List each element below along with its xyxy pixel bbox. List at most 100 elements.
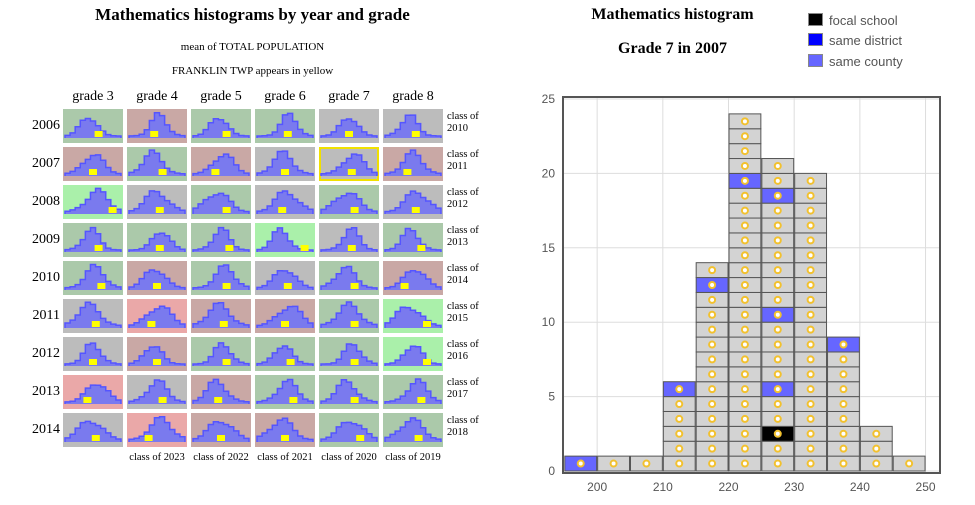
focal-school-marker [347,169,356,175]
mini-histogram[interactable] [319,337,379,371]
focal-school-marker [222,359,231,365]
mini-histogram[interactable] [63,261,123,295]
mini-histogram[interactable] [319,185,379,219]
mini-histogram[interactable] [255,413,315,447]
mini-histogram[interactable] [383,261,443,295]
mini-histogram-bars [192,301,250,328]
mini-histogram[interactable] [63,185,123,219]
mini-histogram[interactable] [63,147,123,181]
mini-histogram[interactable] [383,375,443,409]
mini-histogram[interactable] [191,413,251,447]
school-dot [740,161,749,170]
focal-school-marker [286,359,295,365]
mini-histogram-bars [128,415,186,442]
focal-school-marker [97,283,106,289]
mini-histogram[interactable] [63,375,123,409]
mini-histogram[interactable] [319,413,379,447]
mini-histogram[interactable] [255,375,315,409]
mini-histogram-bars [256,150,314,176]
mini-histogram[interactable] [255,185,315,219]
mini-histogram[interactable] [127,109,187,143]
mini-histogram-bars [64,117,122,138]
school-dot [839,444,848,453]
mini-histogram[interactable] [127,375,187,409]
mini-histogram[interactable] [319,299,379,333]
focal-school-marker [217,435,225,441]
focal-school-marker [411,131,420,137]
mini-histogram[interactable] [255,109,315,143]
mini-histogram[interactable] [191,185,251,219]
mini-histogram[interactable] [127,299,187,333]
focal-school-marker [278,207,287,213]
mini-histogram[interactable] [191,299,251,333]
mini-histogram[interactable] [383,185,443,219]
mini-histogram[interactable] [319,223,379,257]
left-title: Mathematics histograms by year and grade [95,5,410,24]
mini-histogram-bars [256,305,314,328]
mini-histogram[interactable] [127,147,187,181]
school-dot [740,400,749,409]
mini-histogram[interactable] [319,375,379,409]
mini-histogram-bars [64,384,122,404]
mini-histogram[interactable] [191,375,251,409]
focal-school-marker [155,245,164,251]
mini-histogram[interactable] [127,337,187,371]
mini-histogram[interactable] [127,261,187,295]
school-dot [839,370,848,379]
mini-histogram[interactable] [127,413,187,447]
mini-histogram[interactable] [191,147,251,181]
mini-histogram[interactable] [383,337,443,371]
mini-histogram[interactable] [63,109,123,143]
year-label: 2008 [32,194,60,209]
mini-histogram[interactable] [127,223,187,257]
mini-histogram-bars [256,378,314,404]
focal-school-marker [94,131,103,137]
focal-school-marker [155,207,164,213]
school-dot [839,400,848,409]
school-dot [576,459,585,468]
school-dot [773,325,782,334]
school-dot [708,310,717,319]
school-dot [773,310,782,319]
mini-histogram[interactable] [383,223,443,257]
school-dot [806,206,815,215]
mini-histogram[interactable] [255,337,315,371]
mini-histogram-bars [256,269,314,290]
mini-histogram-bars [64,263,122,290]
mini-histogram-bars [320,227,378,252]
mini-histogram[interactable] [191,109,251,143]
mini-histogram[interactable] [319,109,379,143]
focal-school-marker [283,131,292,137]
school-dot [740,176,749,185]
mini-histogram[interactable] [127,185,187,219]
mini-histogram[interactable] [63,337,123,371]
mini-histogram[interactable] [255,147,315,181]
focal-school-marker [225,245,234,251]
focal-school-marker [89,169,97,175]
left-subtitle-mean: mean of TOTAL POPULATION [180,41,325,53]
plot-frame [562,96,941,474]
year-label: 2010 [32,270,60,285]
mini-histogram[interactable] [191,223,251,257]
mini-histogram[interactable] [319,261,379,295]
mini-histogram[interactable] [383,109,443,143]
mini-histogram[interactable] [255,299,315,333]
mini-histogram-bars [320,153,378,176]
class-label: class of 2020 [321,452,377,463]
mini-histogram[interactable] [383,413,443,447]
mini-histogram[interactable] [383,299,443,333]
mini-histogram-bars [192,226,250,252]
school-dot [609,459,618,468]
mini-histogram[interactable] [383,147,443,181]
mini-histogram[interactable] [63,299,123,333]
mini-histogram[interactable] [191,261,251,295]
mini-histogram[interactable] [255,223,315,257]
class-label: class of 2019 [385,452,441,463]
mini-histogram[interactable] [319,147,379,181]
school-dot [740,459,749,468]
mini-histogram[interactable] [63,223,123,257]
mini-histogram[interactable] [191,337,251,371]
mini-histogram[interactable] [255,261,315,295]
school-dot [806,191,815,200]
mini-histogram[interactable] [63,413,123,447]
